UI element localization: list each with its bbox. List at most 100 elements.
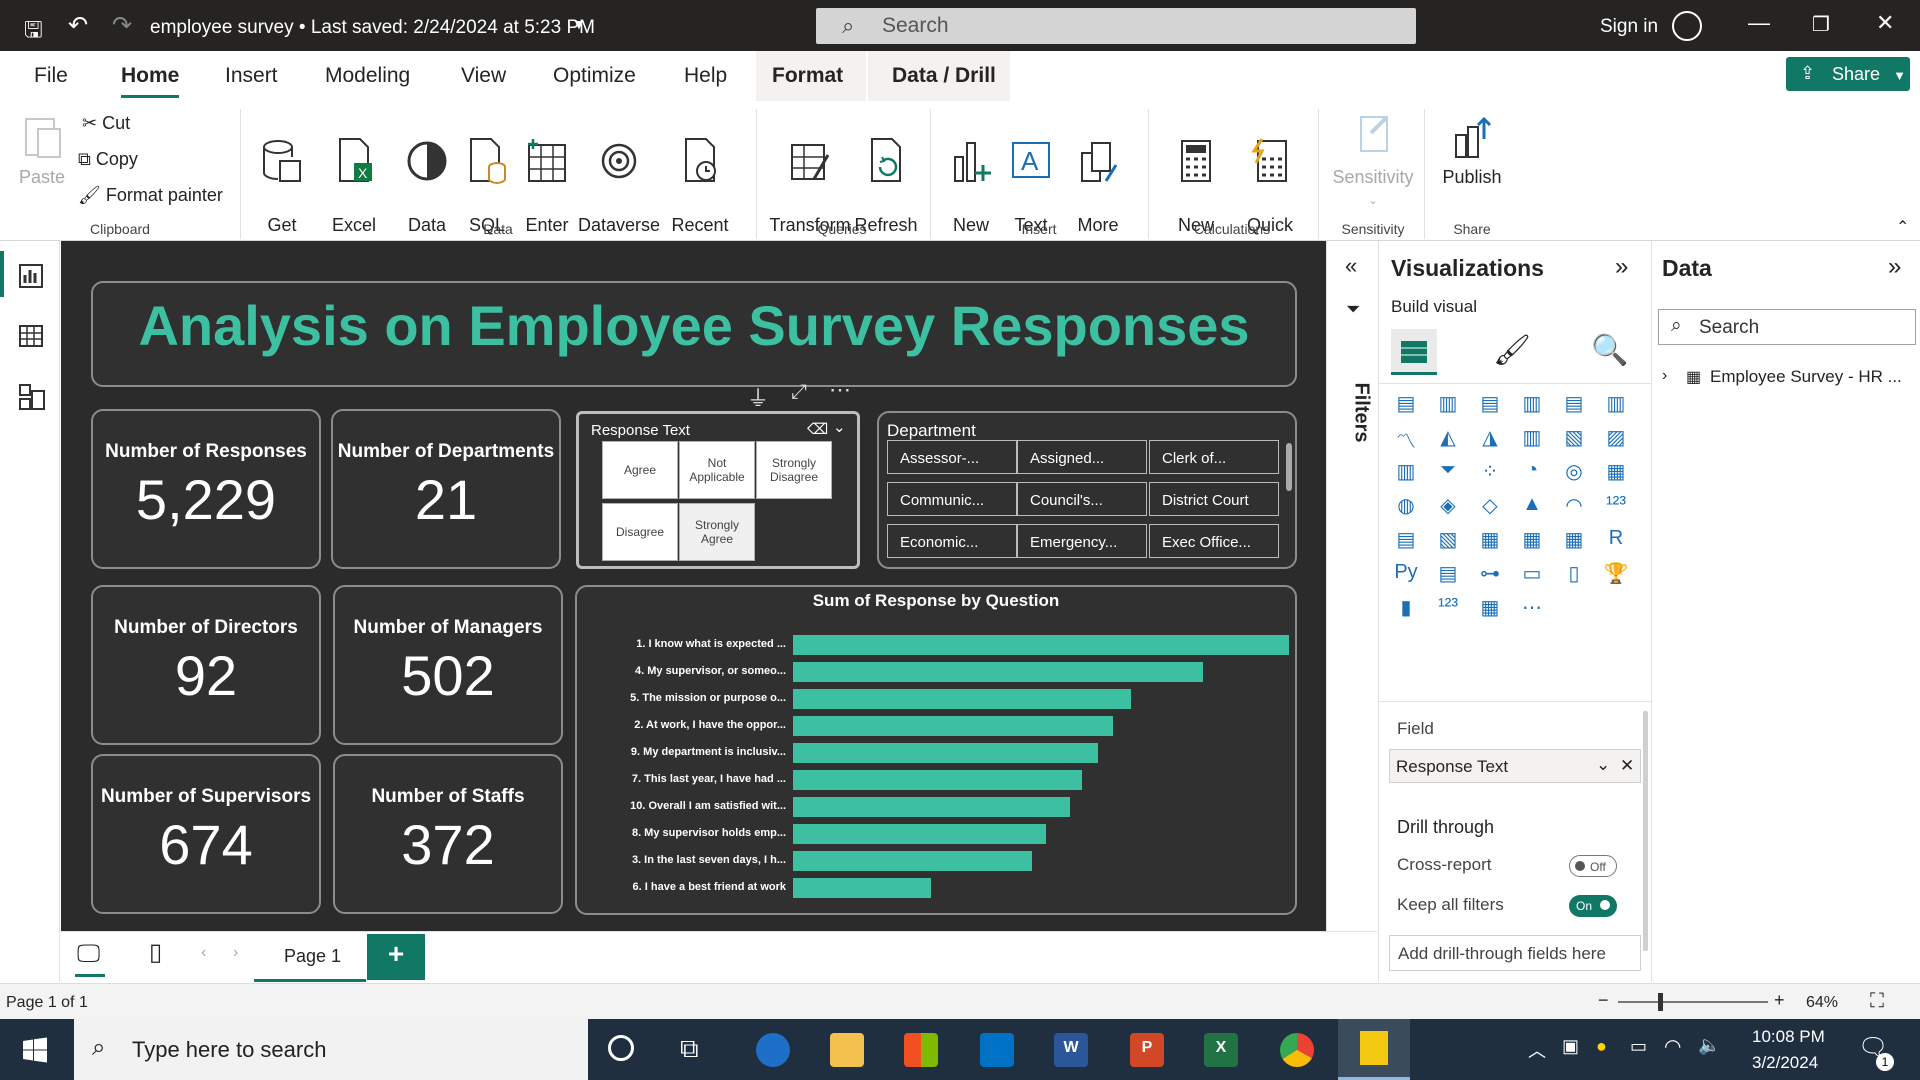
- trophy-icon[interactable]: 🏆: [1603, 563, 1629, 585]
- powerpoint-icon[interactable]: P: [1130, 1033, 1164, 1067]
- chevron-right-icon[interactable]: ›: [1662, 367, 1668, 384]
- dept-option[interactable]: Economic...: [887, 524, 1017, 558]
- zoom-slider-thumb[interactable]: [1658, 993, 1663, 1011]
- drill-through-drop-zone[interactable]: Add drill-through fields here: [1389, 935, 1641, 971]
- new-visual-button[interactable]: New visual: [940, 113, 1002, 261]
- department-slicer[interactable]: Department Assessor-... Assigned... Cler…: [877, 411, 1297, 569]
- dept-option[interactable]: Exec Office...: [1149, 524, 1279, 558]
- card-icon[interactable]: ¹²³: [1606, 493, 1626, 515]
- bar[interactable]: [793, 770, 1082, 790]
- report-view-icon[interactable]: [18, 263, 44, 289]
- bar[interactable]: [793, 635, 1289, 655]
- dept-option[interactable]: Emergency...: [1017, 524, 1147, 558]
- dept-option[interactable]: Council's...: [1017, 482, 1147, 516]
- ribbon-icon[interactable]: ▧: [1564, 427, 1584, 449]
- build-visual-tab[interactable]: [1391, 329, 1437, 375]
- focus-mode-icon[interactable]: ⤢: [791, 381, 807, 403]
- close-icon[interactable]: ✕: [1876, 10, 1895, 35]
- bar[interactable]: [793, 689, 1131, 709]
- matrix-icon[interactable]: ▦: [1564, 529, 1584, 551]
- quick-measure-button[interactable]: Quick measure: [1234, 113, 1306, 261]
- table-icon[interactable]: ▦: [1522, 529, 1542, 551]
- dept-option[interactable]: Assessor-...: [887, 440, 1017, 474]
- bar[interactable]: [793, 878, 931, 898]
- chevron-down-icon[interactable]: ⌄: [833, 419, 846, 436]
- page-tab-page1[interactable]: Page 1: [254, 932, 366, 982]
- area-icon[interactable]: ◭: [1440, 427, 1456, 449]
- mobile-layout-icon[interactable]: ▯: [149, 939, 163, 966]
- desktop-layout-icon[interactable]: 🖵: [77, 940, 101, 967]
- 100-bar-icon[interactable]: ▤: [1564, 393, 1584, 415]
- kpi-card-staffs[interactable]: Number of Staffs 372: [333, 754, 563, 914]
- sign-in-link[interactable]: Sign in: [1600, 16, 1659, 37]
- chevron-down-icon[interactable]: ▼: [572, 16, 586, 32]
- recent-sources-button[interactable]: Recent sources: [662, 113, 738, 261]
- volume-icon[interactable]: 🔈: [1698, 1035, 1721, 1055]
- copy-button[interactable]: ⧉ Copy: [78, 149, 138, 170]
- store-icon[interactable]: [904, 1033, 938, 1067]
- tray-chevron-icon[interactable]: ︿: [1528, 1041, 1546, 1061]
- tab-format[interactable]: Format: [756, 51, 866, 101]
- transform-data-button[interactable]: Transform data: [766, 113, 854, 261]
- tab-home[interactable]: Home: [121, 64, 180, 98]
- dept-option[interactable]: Communic...: [887, 482, 1017, 516]
- windows-start-icon[interactable]: [22, 1037, 48, 1063]
- zoom-out-icon[interactable]: −: [1598, 990, 1609, 1010]
- get-data-button[interactable]: Get data: [252, 113, 312, 261]
- cortana-icon[interactable]: [608, 1035, 634, 1061]
- tab-insert[interactable]: Insert: [225, 64, 278, 87]
- next-page-icon[interactable]: ›: [233, 944, 239, 961]
- tab-data-drill[interactable]: Data / Drill: [868, 51, 1010, 101]
- eraser-icon[interactable]: ⌫: [807, 421, 829, 438]
- new-card-icon[interactable]: ¹²³: [1438, 595, 1458, 617]
- clock-time[interactable]: 10:08 PM: [1752, 1027, 1825, 1046]
- task-view-icon[interactable]: ⧉: [680, 1033, 699, 1063]
- collapse-pane-icon[interactable]: »: [1615, 253, 1629, 280]
- line-column-icon[interactable]: ▥: [1522, 427, 1542, 449]
- refresh-button[interactable]: Refresh: [854, 113, 918, 237]
- edge-icon[interactable]: [756, 1033, 790, 1067]
- gauge-icon[interactable]: ◠: [1565, 495, 1583, 517]
- bar[interactable]: [793, 797, 1071, 817]
- collapse-ribbon-icon[interactable]: ⌃: [1896, 219, 1910, 236]
- chrome-icon[interactable]: [1280, 1033, 1314, 1067]
- bar[interactable]: [793, 716, 1113, 736]
- search-box[interactable]: ⌕ Search: [816, 8, 1416, 44]
- file-explorer-icon[interactable]: [830, 1033, 864, 1067]
- account-icon[interactable]: [1672, 11, 1702, 41]
- more-options-icon[interactable]: ⋯: [829, 377, 851, 402]
- python-visual-icon[interactable]: Py: [1394, 561, 1418, 583]
- excel-workbook-button[interactable]: X Excel workbook: [312, 113, 396, 261]
- bar[interactable]: [793, 851, 1032, 871]
- cross-report-toggle[interactable]: Off: [1569, 855, 1617, 877]
- filter-icon[interactable]: ⏚: [747, 386, 770, 411]
- restore-icon[interactable]: ❐: [1812, 14, 1830, 36]
- minimize-icon[interactable]: —: [1748, 10, 1770, 35]
- slicer-scrollbar[interactable]: [1286, 443, 1292, 491]
- table-item-employee-survey[interactable]: Employee Survey - HR ...: [1710, 367, 1902, 386]
- tab-optimize[interactable]: Optimize: [553, 64, 636, 87]
- text-box-button[interactable]: A Text box: [1002, 113, 1060, 261]
- new-measure-button[interactable]: New measure: [1158, 113, 1234, 261]
- slicer-option-agree[interactable]: Agree: [602, 441, 678, 499]
- dataverse-button[interactable]: Dataverse: [578, 113, 660, 237]
- waterfall-icon[interactable]: ▨: [1606, 427, 1626, 449]
- undo-icon[interactable]: ↶: [68, 12, 89, 39]
- treemap-icon[interactable]: ▦: [1606, 461, 1626, 483]
- dept-option[interactable]: Clerk of...: [1149, 440, 1279, 474]
- sql-server-button[interactable]: SQL Server: [458, 113, 516, 261]
- stacked-area-icon[interactable]: ◮: [1482, 427, 1498, 449]
- donut-icon[interactable]: ◎: [1565, 461, 1583, 483]
- qa-icon[interactable]: ▭: [1522, 563, 1542, 585]
- powerbi-taskbar-button[interactable]: [1338, 1019, 1410, 1080]
- format-painter-button[interactable]: 🖌 Format painter: [78, 185, 223, 206]
- slicer-option-disagree[interactable]: Disagree: [602, 503, 678, 561]
- save-icon[interactable]: 🖫: [24, 17, 43, 42]
- stacked-bar-icon[interactable]: ▤: [1396, 393, 1416, 415]
- clustered-bar-icon[interactable]: ▤: [1480, 393, 1500, 415]
- more-visuals-button[interactable]: More visuals: [1062, 113, 1134, 261]
- decomposition-tree-icon[interactable]: ⊶: [1480, 563, 1500, 585]
- tab-modeling[interactable]: Modeling: [325, 64, 411, 87]
- r-visual-icon[interactable]: R: [1608, 527, 1624, 549]
- zoom-in-icon[interactable]: +: [1774, 990, 1785, 1010]
